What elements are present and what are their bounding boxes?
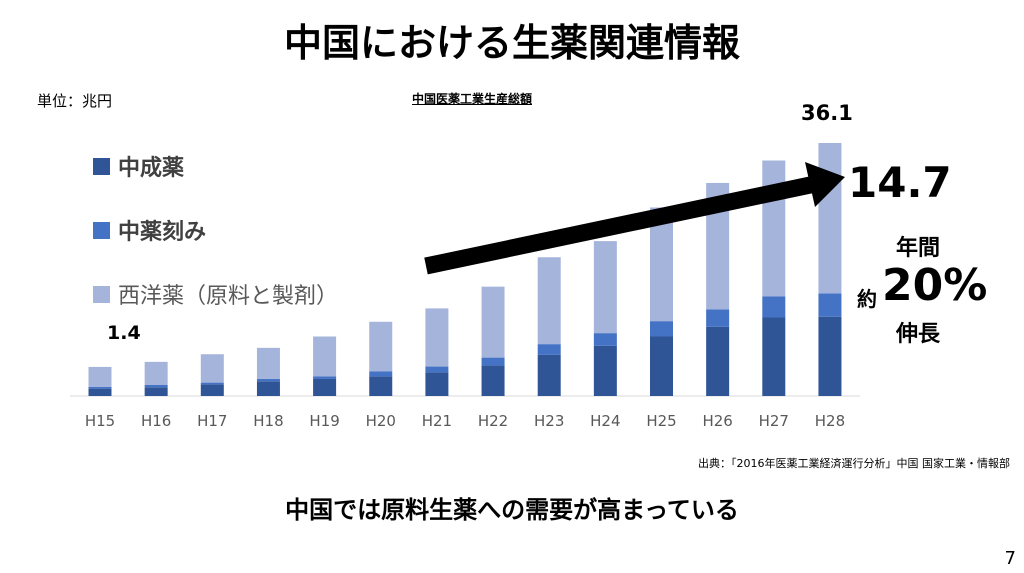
bar-H17-series-0 — [200, 384, 224, 396]
bar-H16-series-1 — [144, 384, 168, 388]
legend-label: 中成薬 — [118, 156, 185, 181]
x-tick-label: H23 — [534, 412, 564, 430]
bar-H26-series-2 — [706, 182, 730, 310]
bar-H15-series-0 — [88, 388, 112, 396]
bar-H24-series-0 — [593, 345, 617, 396]
unit-label: 単位：兆円 — [37, 92, 113, 110]
x-tick-label: H28 — [815, 412, 845, 430]
bar-H28-series-0 — [818, 316, 842, 396]
growth-prefix: 約 — [857, 287, 877, 311]
x-tick-label: H27 — [759, 412, 789, 430]
bar-H19-series-0 — [313, 378, 337, 396]
x-tick-label: H20 — [366, 412, 396, 430]
bar-H21-series-2 — [425, 308, 449, 367]
x-tick-label: H26 — [702, 412, 732, 430]
source-note: 出典：「2016年医薬工業経済運行分析」中国 国家工業・情報部 — [698, 457, 1010, 470]
bar-H15-series-1 — [88, 386, 112, 389]
bar-H27-series-0 — [762, 317, 786, 396]
chart-title: 中国医薬工業生産総額 — [412, 92, 533, 106]
bar-H27-series-2 — [762, 160, 786, 297]
bar-H23-series-2 — [537, 257, 561, 345]
bar-H18-series-2 — [256, 347, 280, 379]
bar-H16-series-2 — [144, 361, 168, 385]
bar-H20-series-0 — [369, 376, 393, 396]
x-tick-label: H24 — [590, 412, 620, 430]
x-tick-label: H17 — [197, 412, 227, 430]
x-tick-label: H22 — [478, 412, 508, 430]
start-value-label: 1.4 — [107, 322, 141, 344]
legend-item-chuyaku-kizami: 中薬刻み — [93, 214, 206, 246]
arrow-value-label: 14.7 — [848, 158, 952, 207]
x-tick-label: H18 — [253, 412, 283, 430]
bar-H25-series-0 — [650, 336, 673, 396]
bar-H28-series-1 — [818, 293, 842, 317]
x-tick-label: H15 — [85, 412, 115, 430]
page-title: 中国における生薬関連情報 — [283, 21, 740, 65]
growth-line3: 伸長 — [896, 322, 941, 347]
bar-H22-series-2 — [481, 286, 505, 358]
legend-swatch — [93, 285, 110, 303]
bar-H27-series-1 — [762, 296, 786, 318]
legend-swatch — [93, 221, 110, 239]
bar-H25-series-2 — [650, 207, 673, 322]
bar-H28-series-2 — [818, 143, 842, 294]
x-tick-label: H21 — [422, 412, 452, 430]
bar-H21-series-1 — [425, 366, 449, 373]
bar-H21-series-0 — [425, 372, 449, 396]
bar-H20-series-2 — [369, 321, 393, 372]
page-number: 7 — [1004, 548, 1016, 569]
legend-item-chuseiyaku: 中成薬 — [93, 150, 184, 182]
bar-H16-series-0 — [144, 387, 168, 396]
x-tick-label: H25 — [646, 412, 676, 430]
growth-percent: 20% — [882, 260, 988, 311]
bar-H22-series-1 — [481, 357, 505, 366]
key-message: 中国では原料生薬への需要が高まっている — [285, 496, 739, 524]
x-tick-label: H16 — [141, 412, 171, 430]
bar-H18-series-0 — [256, 381, 280, 396]
bar-H23-series-0 — [537, 354, 561, 396]
legend-swatch — [93, 157, 110, 175]
legend-label: 西洋薬（原料と製剤） — [118, 284, 339, 309]
bar-H23-series-1 — [537, 344, 561, 355]
bar-H19-series-1 — [313, 376, 337, 379]
bar-H19-series-2 — [313, 336, 337, 377]
end-value-label: 36.1 — [801, 101, 853, 125]
bar-H17-series-2 — [200, 354, 224, 383]
bar-H26-series-0 — [706, 326, 730, 396]
legend-label: 中薬刻み — [118, 220, 207, 245]
growth-line1: 年間 — [896, 236, 941, 261]
x-tick-label: H19 — [309, 412, 339, 430]
bar-H15-series-2 — [88, 366, 112, 387]
bar-H24-series-2 — [593, 241, 617, 334]
bar-H22-series-0 — [481, 365, 505, 396]
bar-H17-series-1 — [200, 382, 224, 385]
bar-H25-series-1 — [650, 321, 673, 337]
bar-H24-series-1 — [593, 333, 617, 346]
legend-item-seiyoyaku: 西洋薬（原料と製剤） — [93, 278, 338, 310]
bar-H18-series-1 — [256, 378, 280, 382]
growth-arrow — [424, 162, 845, 275]
bar-H20-series-1 — [369, 371, 393, 377]
bar-H26-series-1 — [706, 309, 730, 327]
